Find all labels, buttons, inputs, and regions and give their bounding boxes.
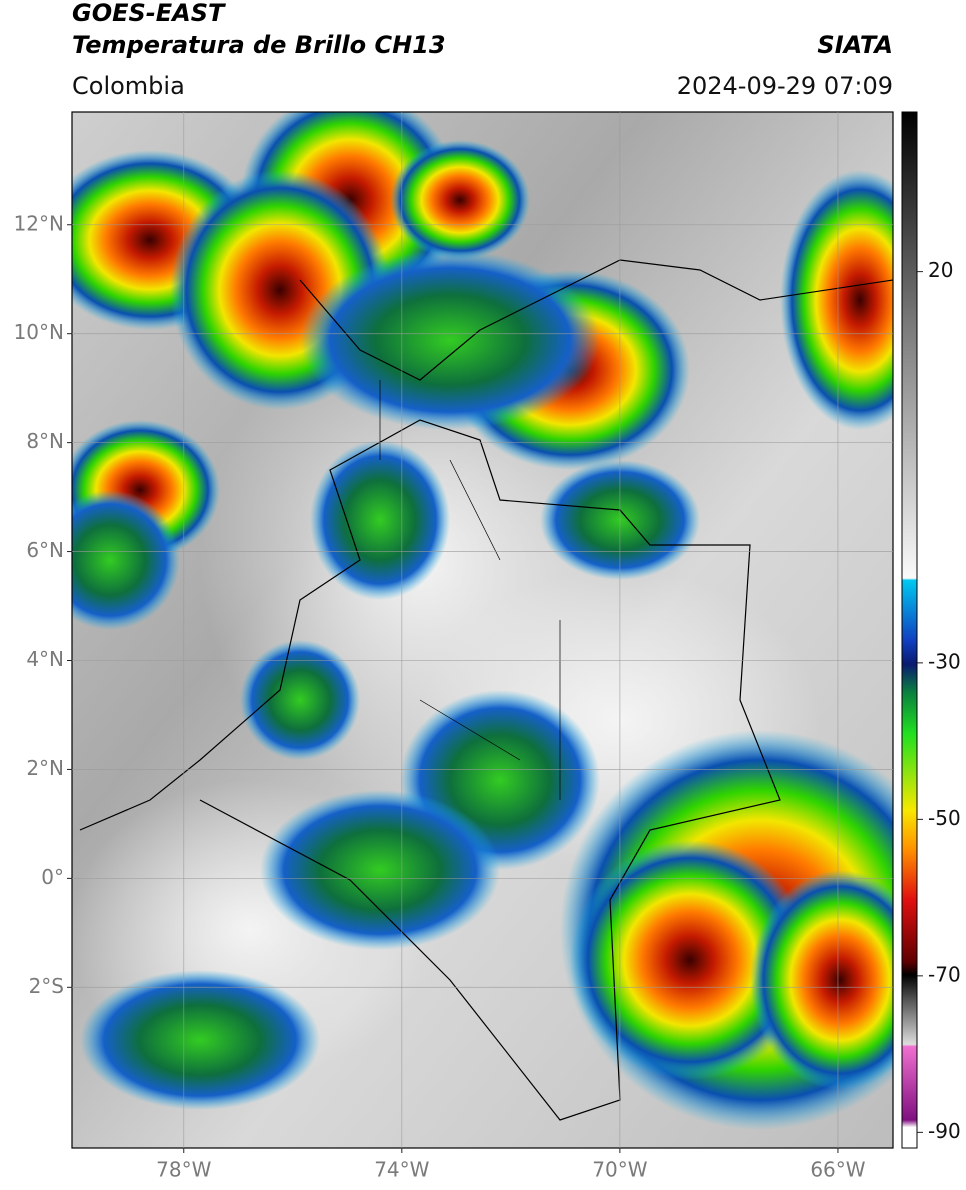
- colorbar: [901, 111, 918, 1149]
- y-tick-label: 4°N: [26, 647, 64, 671]
- title: GOES-EAST: [72, 0, 226, 27]
- x-tick-label: 78°W: [156, 1158, 211, 1182]
- y-tick-label: 2°S: [29, 974, 64, 998]
- x-tick-label: 74°W: [374, 1158, 429, 1182]
- source: SIATA: [817, 31, 893, 59]
- colorbar-tick-label: 20: [928, 258, 953, 282]
- map-frame: [71, 111, 894, 1149]
- y-tick-label: 12°N: [14, 211, 64, 235]
- x-tick-label: 70°W: [592, 1158, 647, 1182]
- y-tick-label: 10°N: [14, 320, 64, 344]
- y-tick-label: 6°N: [26, 538, 64, 562]
- satellite-image: [72, 112, 893, 1148]
- colorbar-tick-label: -70: [928, 962, 961, 986]
- datetime: 2024-09-29 07:09: [677, 72, 893, 100]
- colorbar-tick-label: -90: [928, 1119, 961, 1143]
- y-tick-label: 2°N: [26, 756, 64, 780]
- y-tick-label: 0°: [41, 865, 64, 889]
- subtitle: Temperatura de Brillo CH13: [72, 31, 446, 59]
- y-tick-label: 8°N: [26, 429, 64, 453]
- region: Colombia: [72, 72, 185, 100]
- colorbar-tick-label: -50: [928, 806, 961, 830]
- x-tick-label: 66°W: [810, 1158, 865, 1182]
- colorbar-tick-label: -30: [928, 649, 961, 673]
